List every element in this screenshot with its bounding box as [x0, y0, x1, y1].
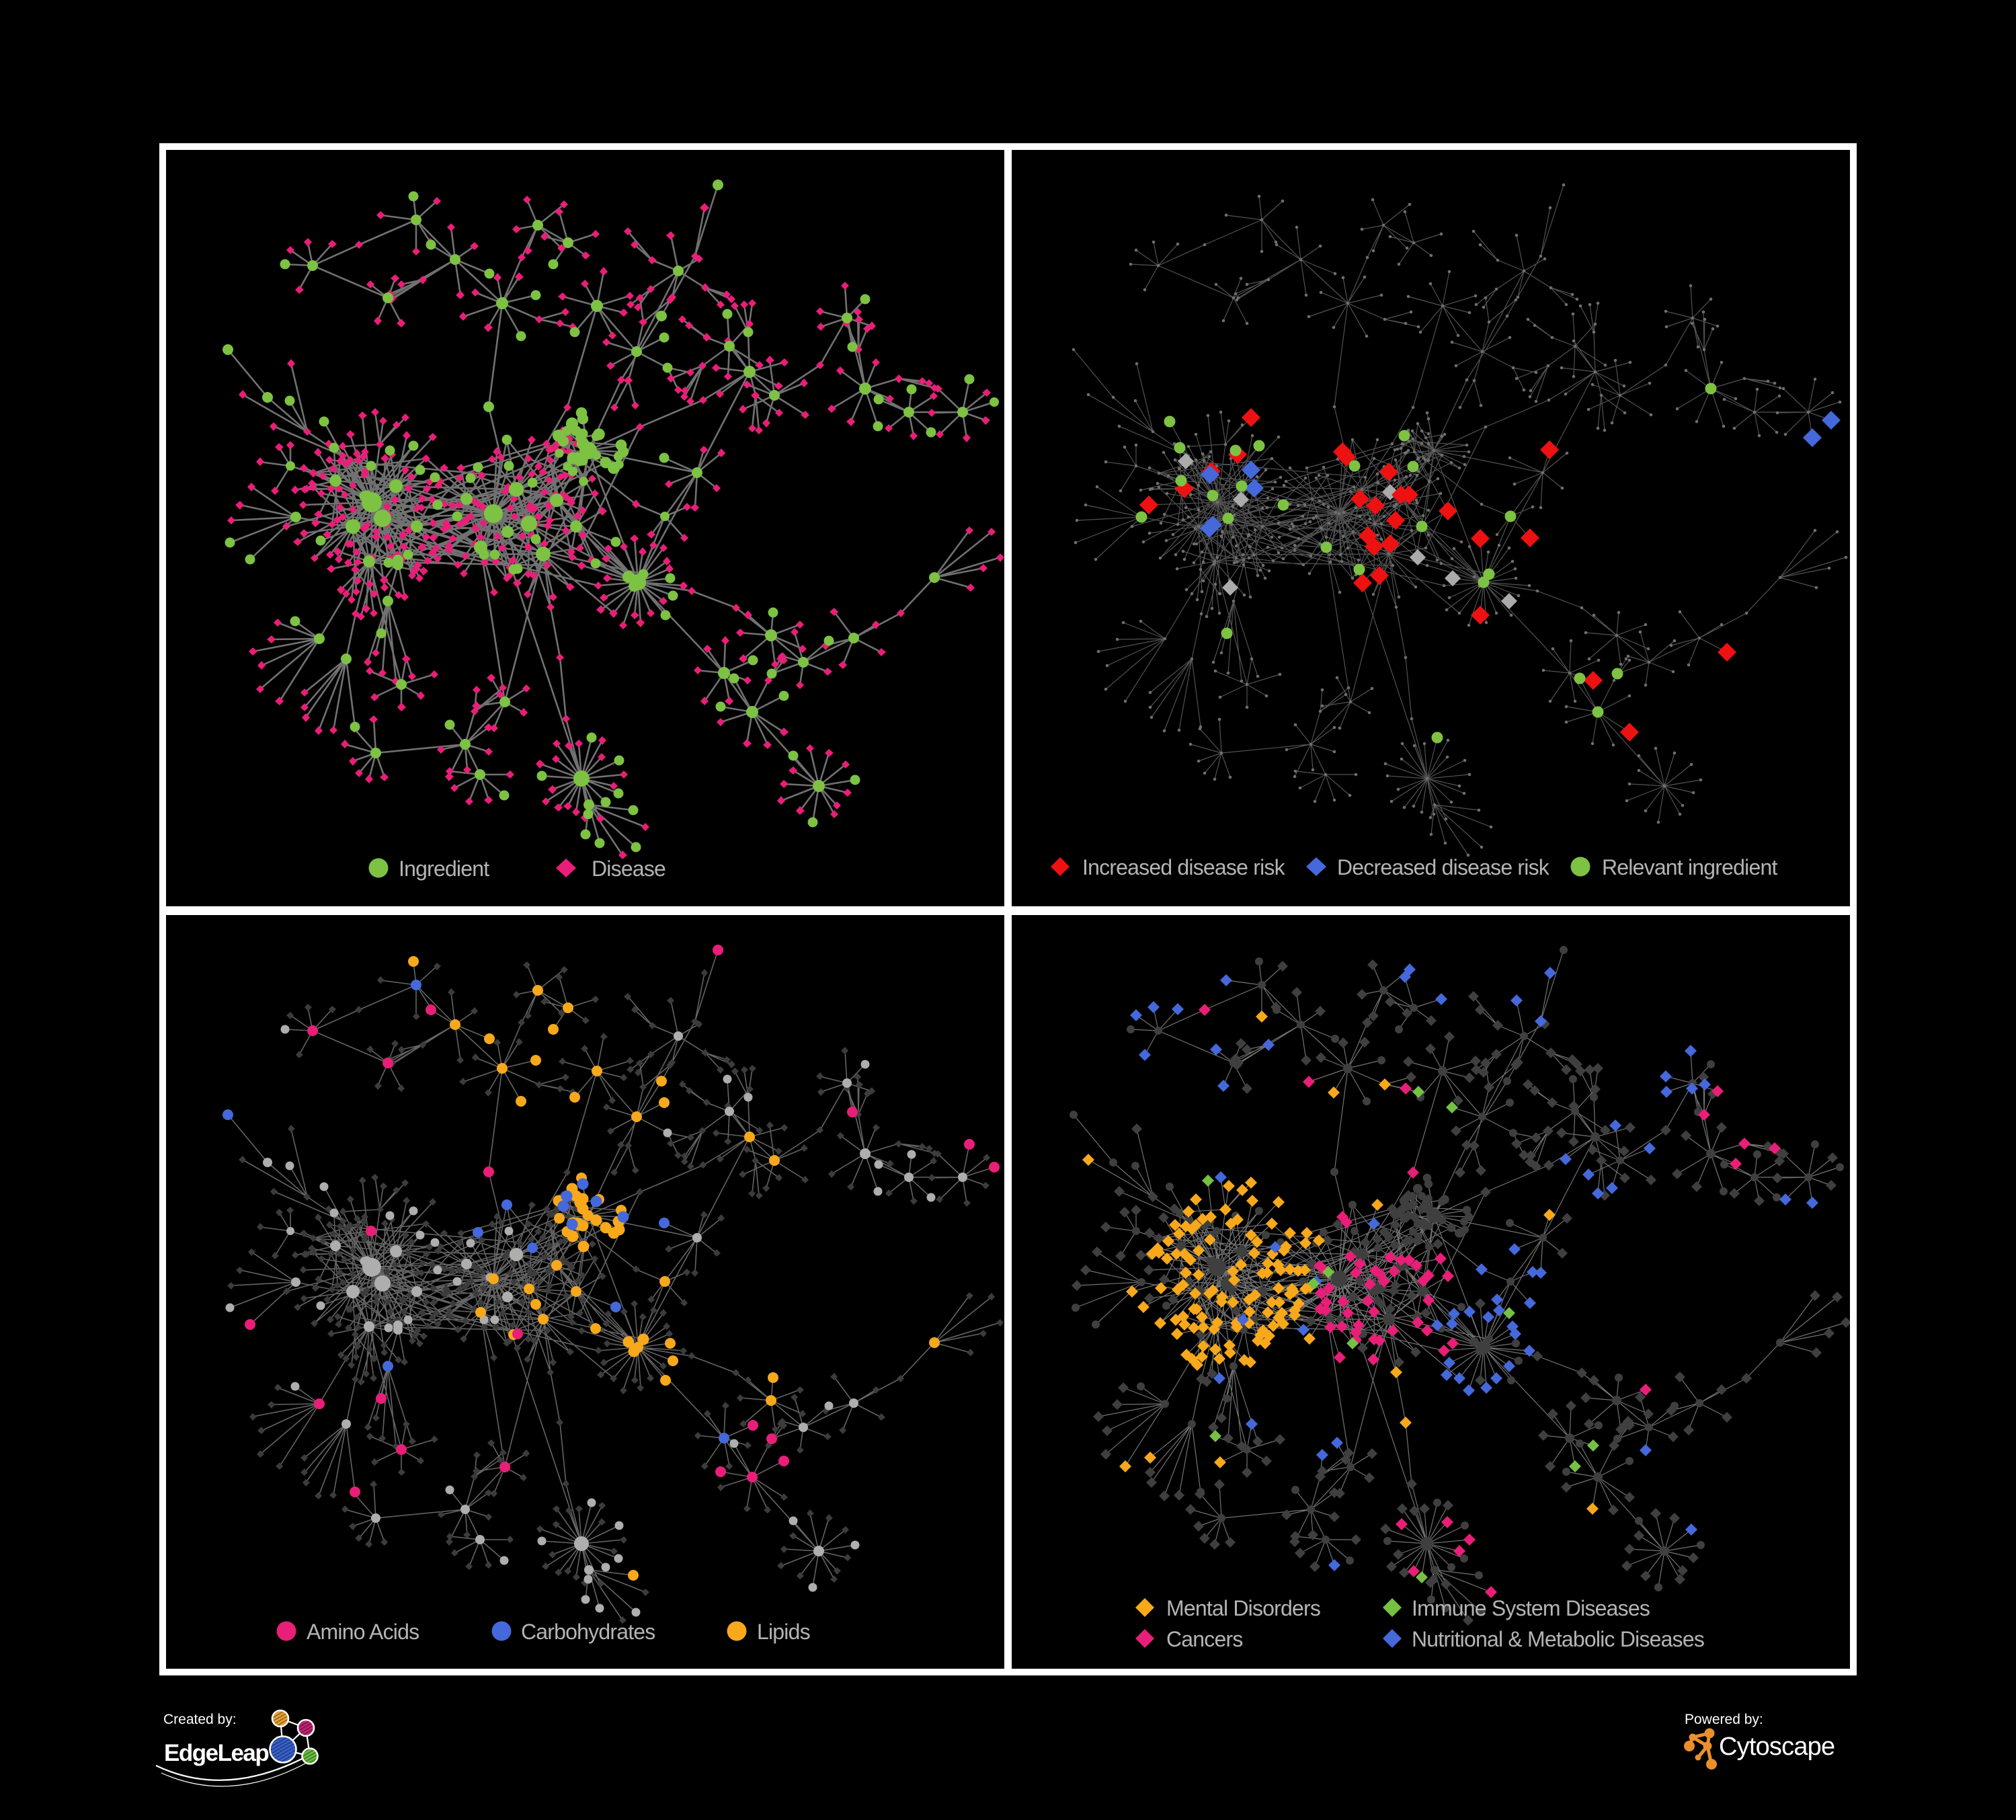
svg-text:Amino Acids: Amino Acids [307, 1620, 419, 1644]
svg-text:Relevant ingredient: Relevant ingredient [1602, 855, 1777, 879]
svg-text:EdgeLeap: EdgeLeap [164, 1740, 268, 1766]
svg-text:Created by:: Created by: [163, 1712, 237, 1727]
svg-text:Immune System Diseases: Immune System Diseases [1412, 1596, 1650, 1620]
svg-text:Mental Disorders: Mental Disorders [1166, 1596, 1320, 1620]
svg-text:Lipids: Lipids [757, 1620, 810, 1644]
svg-text:Cytoscape: Cytoscape [1719, 1733, 1834, 1761]
svg-text:Carbohydrates: Carbohydrates [521, 1620, 655, 1644]
svg-text:Nutritional & Metabolic Diseas: Nutritional & Metabolic Diseases [1412, 1627, 1704, 1651]
svg-text:Cancers: Cancers [1166, 1627, 1243, 1651]
svg-text:Decreased disease risk: Decreased disease risk [1337, 855, 1550, 879]
svg-text:Increased disease risk: Increased disease risk [1082, 855, 1286, 879]
svg-text:Ingredient: Ingredient [399, 857, 489, 881]
svg-text:Powered by:: Powered by: [1685, 1712, 1763, 1727]
svg-text:Disease: Disease [592, 857, 666, 881]
